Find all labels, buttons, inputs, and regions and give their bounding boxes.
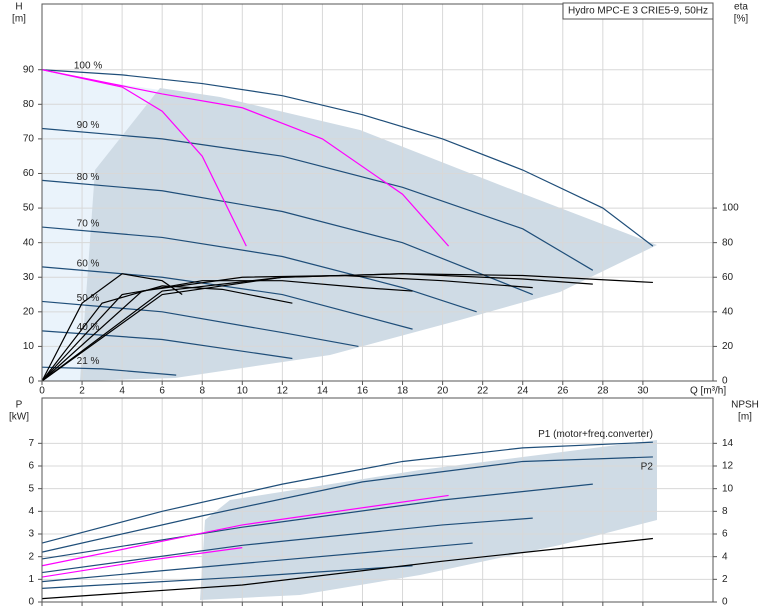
speed-label: 21 %	[77, 356, 100, 367]
y-unit: [kW]	[9, 412, 29, 423]
y-label: H	[15, 2, 22, 13]
shade	[80, 88, 657, 381]
curve	[41, 179, 533, 296]
curve	[41, 565, 413, 589]
y-tick-label: 10	[23, 341, 35, 352]
shade	[200, 440, 657, 600]
y-tick-label: 5	[28, 483, 34, 494]
y-tick-label: 0	[28, 597, 34, 608]
curve	[41, 285, 293, 382]
curve	[41, 537, 653, 600]
y2-tick-label: 10	[722, 483, 734, 494]
x-tick-label: 8	[199, 386, 205, 397]
speed-label: 60 %	[77, 258, 100, 269]
x-tick-label: 16	[357, 386, 369, 397]
curve	[41, 69, 247, 247]
speed-label: 90 %	[77, 120, 100, 131]
x-tick-label: 30	[637, 386, 649, 397]
y-tick-label: 3	[28, 529, 34, 540]
y2-tick-label: 60	[722, 272, 734, 283]
x-tick-label: 10	[237, 386, 249, 397]
plot-frame	[41, 3, 714, 382]
y2-tick-label: 2	[722, 574, 728, 585]
curve	[41, 273, 183, 382]
curve	[41, 547, 243, 578]
y2-tick-label: 0	[722, 376, 728, 387]
speed-label: 40 %	[77, 322, 100, 333]
y2-tick-label: 40	[722, 306, 734, 317]
curve	[41, 483, 593, 560]
y-tick-label: 0	[28, 376, 34, 387]
y2-tick-label: 80	[722, 237, 734, 248]
x-label: Q [m³/h]	[690, 386, 726, 397]
y2-tick-label: 6	[722, 529, 728, 540]
y-tick-label: 20	[23, 306, 35, 317]
plot-frame	[41, 397, 714, 603]
y2-unit: [%]	[734, 14, 749, 25]
speed-label: 100 %	[74, 60, 102, 71]
y-unit: [m]	[12, 14, 26, 25]
y-tick-label: 30	[23, 272, 35, 283]
y-tick-label: 6	[28, 461, 34, 472]
y-label: P	[16, 400, 23, 411]
curve	[41, 542, 473, 583]
x-tick-label: 6	[159, 386, 165, 397]
y2-label: eta	[734, 2, 748, 13]
y2-tick-label: 14	[722, 438, 734, 449]
x-tick-label: 26	[557, 386, 569, 397]
curve	[41, 300, 359, 348]
x-tick-label: 0	[39, 386, 45, 397]
curve	[41, 69, 654, 247]
y-tick-label: 40	[23, 237, 35, 248]
x-tick-label: 22	[477, 386, 489, 397]
title-box	[562, 2, 714, 20]
y2-tick-label: 20	[722, 341, 734, 352]
x-tick-label: 2	[79, 386, 85, 397]
x-tick-label: 4	[119, 386, 125, 397]
x-tick-label: 14	[317, 386, 329, 397]
y2-unit: [m]	[738, 412, 752, 423]
y-tick-label: 70	[23, 134, 35, 145]
curve	[41, 226, 477, 313]
y2-label: NPSH	[731, 400, 759, 411]
curve	[41, 69, 450, 247]
curve	[41, 127, 594, 271]
y-tick-label: 80	[23, 99, 35, 110]
y2-tick-label: 4	[722, 551, 728, 562]
y2-tick-label: 100	[722, 203, 739, 214]
speed-label: 80 %	[77, 172, 100, 183]
x-tick-label: 20	[437, 386, 449, 397]
curve-label: P1 (motor+freq.converter)	[538, 429, 653, 440]
chart-title: Hydro MPC-E 3 CRIE5-9, 50Hz	[568, 6, 708, 17]
y-tick-label: 60	[23, 168, 35, 179]
curve	[41, 441, 653, 544]
y2-tick-label: 8	[722, 506, 728, 517]
curve	[41, 517, 533, 574]
y-tick-label: 1	[28, 574, 34, 585]
x-tick-label: 24	[517, 386, 529, 397]
y-tick-label: 4	[28, 506, 34, 517]
y2-tick-label: 12	[722, 461, 734, 472]
y-tick-label: 90	[23, 64, 35, 75]
x-tick-label: 28	[597, 386, 609, 397]
curve	[41, 280, 413, 382]
y2-tick-label: 0	[722, 597, 728, 608]
curve	[41, 456, 653, 553]
x-tick-label: 12	[277, 386, 289, 397]
y-tick-label: 7	[28, 438, 34, 449]
curve	[41, 494, 449, 567]
curve	[41, 330, 293, 360]
curve	[41, 366, 177, 376]
speed-label: 70 %	[77, 219, 100, 230]
y-tick-label: 50	[23, 203, 35, 214]
curve-label: P2	[641, 462, 654, 473]
curve	[41, 274, 533, 382]
y-tick-label: 2	[28, 551, 34, 562]
x-tick-label: 18	[397, 386, 409, 397]
